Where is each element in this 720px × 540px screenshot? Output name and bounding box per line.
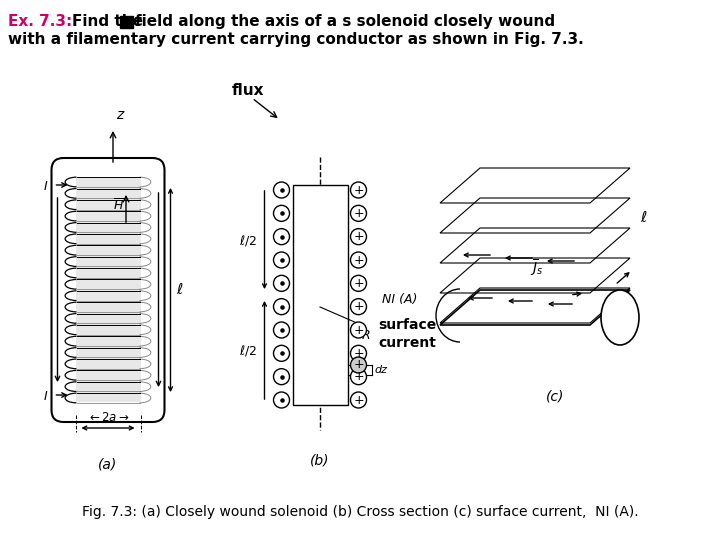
Circle shape xyxy=(351,205,366,221)
Text: +: + xyxy=(354,394,364,407)
Text: $\ell/2$: $\ell/2$ xyxy=(239,233,256,247)
Text: +: + xyxy=(354,253,364,267)
Text: Find the: Find the xyxy=(72,14,148,29)
Text: surface: surface xyxy=(379,318,437,332)
Circle shape xyxy=(274,346,289,361)
Circle shape xyxy=(351,252,366,268)
Text: +: + xyxy=(354,323,364,336)
Ellipse shape xyxy=(601,290,639,345)
Circle shape xyxy=(351,346,366,361)
Text: (c): (c) xyxy=(546,390,564,404)
Text: flux: flux xyxy=(232,83,264,98)
Circle shape xyxy=(274,322,289,338)
Text: field along the axis of a s solenoid closely wound: field along the axis of a s solenoid clo… xyxy=(135,14,555,29)
Text: (b): (b) xyxy=(310,453,330,467)
Text: Ex. 7.3:: Ex. 7.3: xyxy=(8,14,72,29)
Circle shape xyxy=(351,392,366,408)
Text: +: + xyxy=(354,347,364,360)
Text: $\overline{J}_s$: $\overline{J}_s$ xyxy=(530,258,544,279)
Circle shape xyxy=(351,299,366,315)
Text: with a filamentary current carrying conductor as shown in Fig. 7.3.: with a filamentary current carrying cond… xyxy=(8,32,584,47)
Circle shape xyxy=(351,369,366,384)
Circle shape xyxy=(351,322,366,338)
Text: +: + xyxy=(354,359,364,372)
Circle shape xyxy=(351,228,366,245)
Text: dz: dz xyxy=(374,365,387,375)
Text: R: R xyxy=(361,329,370,342)
Text: +: + xyxy=(354,230,364,243)
Text: $\ell/2$: $\ell/2$ xyxy=(239,342,256,357)
Circle shape xyxy=(351,182,366,198)
Text: +: + xyxy=(354,370,364,383)
Text: $\ell$: $\ell$ xyxy=(176,282,184,298)
Text: (a): (a) xyxy=(99,458,117,472)
Circle shape xyxy=(351,357,366,373)
Text: I: I xyxy=(43,180,48,193)
Text: +: + xyxy=(354,207,364,220)
Circle shape xyxy=(274,228,289,245)
Text: I: I xyxy=(43,390,48,403)
Circle shape xyxy=(274,299,289,315)
Text: $\overline{H}$: $\overline{H}$ xyxy=(113,198,125,214)
Circle shape xyxy=(351,275,366,292)
Circle shape xyxy=(274,369,289,384)
Circle shape xyxy=(274,205,289,221)
Bar xyxy=(76,178,140,402)
Text: +: + xyxy=(354,184,364,197)
Text: +: + xyxy=(354,300,364,313)
Text: +: + xyxy=(354,277,364,290)
Text: $\ell$: $\ell$ xyxy=(640,211,647,226)
Bar xyxy=(292,185,348,405)
Text: z: z xyxy=(116,108,123,122)
Circle shape xyxy=(274,182,289,198)
FancyBboxPatch shape xyxy=(52,158,164,422)
Bar xyxy=(120,16,133,28)
Circle shape xyxy=(274,252,289,268)
Circle shape xyxy=(274,392,289,408)
Text: $\leftarrow 2a \rightarrow$: $\leftarrow 2a \rightarrow$ xyxy=(86,411,130,424)
Text: current: current xyxy=(379,336,436,350)
Text: Fig. 7.3: (a) Closely wound solenoid (b) Cross section (c) surface current,  NI : Fig. 7.3: (a) Closely wound solenoid (b)… xyxy=(81,505,639,519)
Circle shape xyxy=(274,275,289,292)
Text: NI (A): NI (A) xyxy=(382,294,417,307)
